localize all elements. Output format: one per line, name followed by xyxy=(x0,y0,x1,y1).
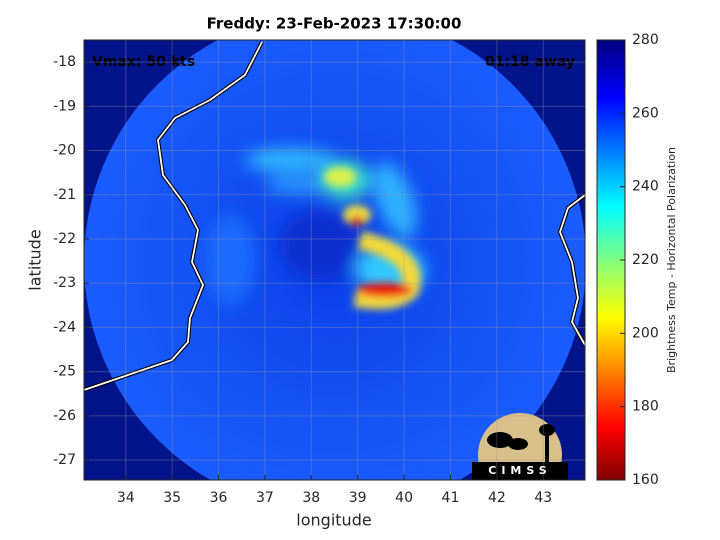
logo-text: CIMSS xyxy=(488,464,551,477)
y-tick-label: -23 xyxy=(53,275,76,291)
y-tick-label: -22 xyxy=(53,231,76,247)
x-axis-label: longitude xyxy=(296,511,371,530)
x-tick-label: 34 xyxy=(117,490,135,506)
x-tick-label: 36 xyxy=(210,490,228,506)
colorbar-tick-label: 220 xyxy=(632,252,659,268)
annotation: Vmax: 50 kts xyxy=(92,54,195,70)
chart-title: Freddy: 23-Feb-2023 17:30:00 xyxy=(207,15,462,33)
y-tick-label: -21 xyxy=(53,187,76,203)
annotation: 01:18 away xyxy=(485,54,575,70)
colorbar-tick-label: 180 xyxy=(632,399,659,415)
y-tick-label: -25 xyxy=(53,364,76,380)
satellite-image xyxy=(84,40,585,480)
x-tick-label: 35 xyxy=(163,490,181,506)
colorbar-tick-label: 280 xyxy=(632,32,659,48)
x-tick-label: 42 xyxy=(488,490,506,506)
x-tick-label: 41 xyxy=(442,490,460,506)
x-tick-label: 39 xyxy=(349,490,367,506)
y-tick-label: -26 xyxy=(53,408,76,424)
y-tick-label: -20 xyxy=(53,143,76,159)
y-tick-label: -19 xyxy=(53,98,76,114)
x-tick-label: 43 xyxy=(534,490,552,506)
y-tick-label: -27 xyxy=(53,452,76,468)
colorbar-label: Brightness Temp - Horizontal Polarizatio… xyxy=(665,147,678,373)
y-tick-label: -24 xyxy=(53,319,76,335)
y-axis-label: latitude xyxy=(26,229,45,290)
colorbar-tick-label: 200 xyxy=(632,325,659,341)
colorbar-tick-label: 240 xyxy=(632,179,659,195)
colorbar-tick-label: 260 xyxy=(632,105,659,121)
x-tick-label: 38 xyxy=(302,490,320,506)
logo xyxy=(472,413,568,480)
x-tick-label: 40 xyxy=(395,490,413,506)
x-tick-label: 37 xyxy=(256,490,274,506)
y-tick-label: -18 xyxy=(53,54,76,70)
colorbar-tick-label: 160 xyxy=(632,472,659,488)
